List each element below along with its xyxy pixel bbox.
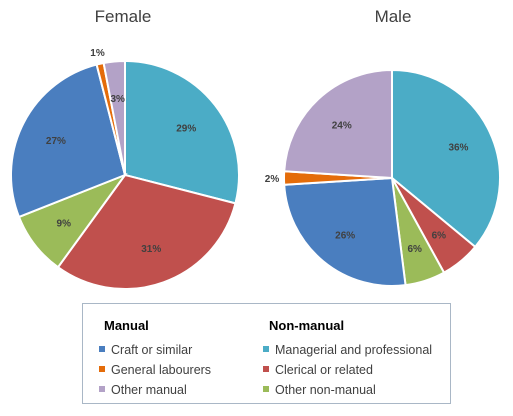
data-label: 3% <box>110 94 125 105</box>
data-label: 9% <box>57 219 72 230</box>
legend-item-craft: Craft or similar <box>99 343 192 357</box>
legend: Manual Non-manual Craft or similar Gener… <box>82 303 451 404</box>
legend-label: Other non-manual <box>275 383 376 397</box>
legend-swatch-craft <box>99 346 105 352</box>
pie-slice-managerial-and-professional <box>124 59 240 205</box>
legend-label: Craft or similar <box>111 343 193 357</box>
legend-item-other-manual: Other manual <box>99 383 187 397</box>
data-label: 1% <box>90 48 105 59</box>
legend-item-general-labourers: General labourers <box>99 363 211 377</box>
legend-label: Managerial and professional <box>275 343 433 357</box>
pie-slice-craft-or-similar <box>283 176 407 287</box>
data-label: 26% <box>335 231 355 242</box>
chart-title-female: Female <box>95 7 152 26</box>
data-label: 24% <box>332 120 352 131</box>
legend-heading-manual: Manual <box>104 318 149 333</box>
data-label: 6% <box>432 231 447 242</box>
pie-slice-craft-or-similar <box>10 63 127 219</box>
pie-charts: 29% 31% 9% 27% 1% 3% 36% 6% 6% 26% 2% 24% Female Male <box>10 7 501 290</box>
legend-item-clerical: Clerical or related <box>263 363 373 377</box>
pie-slice-managerial-and-professional <box>391 68 501 249</box>
pie-slice-other-manual <box>283 68 393 180</box>
legend-swatch-clerical <box>263 366 269 372</box>
legend-swatch-managerial <box>263 346 269 352</box>
legend-heading-nonmanual: Non-manual <box>269 318 345 333</box>
legend-item-other-nonmanual: Other non-manual <box>263 383 376 397</box>
chart-title-male: Male <box>375 7 412 26</box>
legend-label: Clerical or related <box>275 363 373 377</box>
data-label: 29% <box>176 123 196 134</box>
legend-swatch-general-labourers <box>99 366 105 372</box>
pie-slice-other-manual <box>102 59 126 176</box>
data-label: 36% <box>448 143 468 154</box>
legend-swatch-other-manual <box>99 386 105 392</box>
pie-slice-clerical-or-related <box>56 173 237 290</box>
legend-label: Other manual <box>111 383 187 397</box>
data-label: 31% <box>141 244 161 255</box>
data-label: 27% <box>46 136 66 147</box>
legend-label: General labourers <box>111 363 212 377</box>
legend-swatch-other-nonmanual <box>263 386 269 392</box>
legend-item-managerial: Managerial and professional <box>263 343 432 357</box>
data-label: 6% <box>407 244 422 255</box>
data-label: 2% <box>265 174 280 185</box>
